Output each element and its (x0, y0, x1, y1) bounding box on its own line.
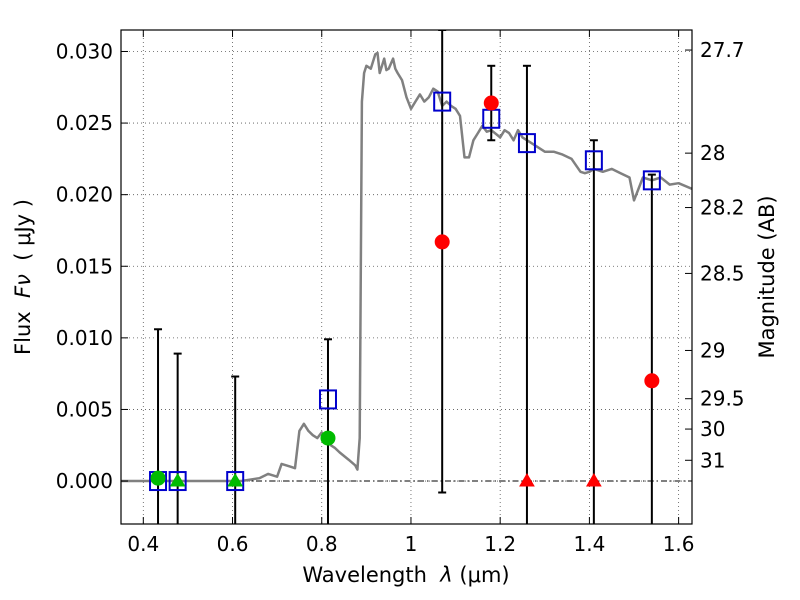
y2-tick-label: 30 (700, 417, 725, 441)
x-tick-label: 1 (405, 532, 418, 556)
template-spectrum-line (121, 51, 692, 483)
x-tick-label: 1.6 (663, 532, 695, 556)
model-square-marker (168, 471, 187, 492)
model-square-marker (433, 91, 452, 112)
upper-limit-triangle-marker (169, 473, 186, 487)
upper-limit-triangle-marker (585, 473, 602, 487)
y-tick-label: 0.025 (56, 111, 113, 135)
y-axis-label: Flux Fν ( μJy ) (11, 199, 35, 355)
y-tick-label: 0.015 (56, 254, 113, 278)
x-axis-label-symbol: λ (439, 563, 452, 587)
y2-tick-label: 29.5 (700, 387, 745, 411)
y-axis-label-symbol: Fν (11, 274, 35, 298)
y-tick-label: 0.020 (56, 183, 113, 207)
x-tick-label: 1.4 (573, 532, 605, 556)
model-square-marker (584, 150, 603, 171)
y-axis-label-text: Flux (11, 298, 35, 355)
y-tick-label: 0.000 (56, 469, 113, 493)
y-axis-label-unit: ( μJy ) (11, 199, 35, 274)
x-axis-label: Wavelength λ (μm) (302, 563, 509, 587)
y2-tick-label: 28 (700, 141, 725, 165)
plot-frame (120, 29, 693, 525)
model-square-marker (642, 170, 661, 191)
x-tick-label: 0.6 (217, 532, 249, 556)
x-tick-label: 1.2 (484, 532, 516, 556)
y2-axis-label: Magnitude (AB) (755, 195, 779, 358)
data-markers (149, 91, 661, 492)
axis-ticks: 0.4 0.6 0.8 1 1.2 1.4 1.6 0.000 0.005 0.010 0.015 0… (56, 30, 745, 556)
x-axis-label-text: Wavelength (302, 563, 440, 587)
model-square-marker (318, 389, 337, 410)
y2-tick-label: 28.2 (700, 196, 745, 220)
model-square-marker (226, 471, 245, 492)
x-tick-label: 0.4 (127, 532, 159, 556)
upper-limit-triangle-marker (227, 473, 244, 487)
y-tick-label: 0.030 (56, 39, 113, 63)
y2-tick-label: 29 (700, 338, 725, 362)
y-tick-label: 0.010 (56, 326, 113, 350)
plot-area (121, 30, 692, 524)
detection-circle-marker (320, 430, 336, 446)
y2-tick-label: 31 (700, 448, 725, 472)
x-axis-label-unit: (μm) (453, 563, 510, 587)
model-square-marker (517, 133, 536, 154)
detection-circle-marker (483, 95, 499, 111)
detection-circle-marker (644, 373, 660, 389)
y2-tick-label: 27.7 (700, 38, 745, 62)
y2-tick-label: 28.5 (700, 261, 745, 285)
y-tick-label: 0.005 (56, 397, 113, 421)
detection-circle-marker (150, 470, 166, 486)
upper-limit-triangle-marker (519, 473, 535, 487)
detection-circle-marker (434, 234, 450, 250)
x-tick-label: 0.8 (306, 532, 338, 556)
